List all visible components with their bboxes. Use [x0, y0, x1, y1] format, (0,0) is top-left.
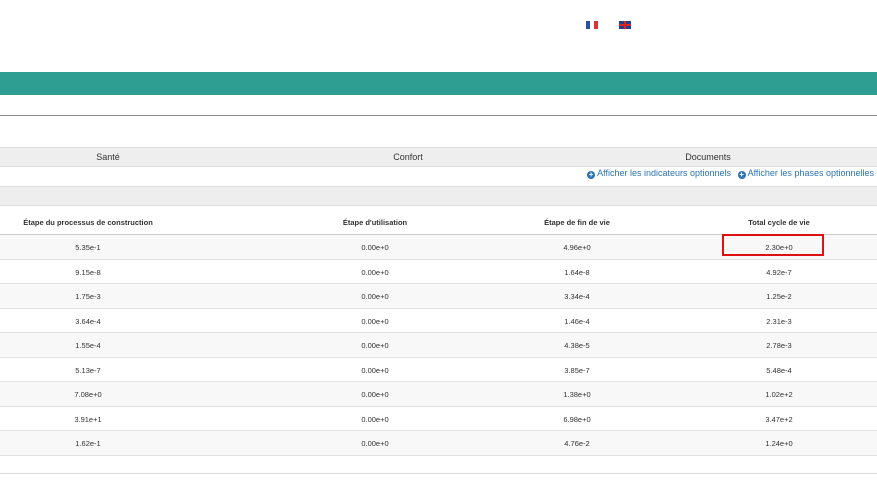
table-cell: 2.31e-3 — [766, 316, 792, 326]
col-header-construction: Étape du processus de construction — [23, 218, 153, 227]
col-header-utilisation: Étape d'utilisation — [342, 218, 408, 227]
table-cell: 1.64e-8 — [564, 267, 590, 277]
gb-flag-icon[interactable] — [619, 21, 631, 29]
table-row: 7.08e+0 0.00e+0 1.38e+0 1.02e+2 — [0, 382, 877, 407]
table-row: 5.13e-7 0.00e+0 3.85e-7 5.48e-4 — [0, 358, 877, 382]
table-cell: 0.00e+0 — [361, 243, 389, 252]
table-cell: 2.78e-3 — [766, 341, 792, 350]
table-cell: 3.64e-4 — [75, 316, 101, 326]
table-row: 1.55e-4 0.00e+0 4.38e-5 2.78e-3 — [0, 333, 877, 358]
table-cell: 0.00e+0 — [361, 267, 389, 277]
table-cell: 1.25e-2 — [766, 292, 792, 301]
show-optional-indicators-link[interactable]: + Afficher les indicateurs optionnels — [587, 168, 732, 179]
table-cell: 0.00e+0 — [361, 292, 389, 301]
table-cell: 5.48e-4 — [766, 365, 792, 375]
highlight-box — [722, 234, 824, 256]
tab-bar: Santé Confort Documents — [0, 147, 877, 167]
table-cell: 9.15e-8 — [75, 267, 101, 277]
table-row: 3.64e-4 0.00e+0 1.46e-4 2.31e-3 — [0, 309, 877, 333]
table-cell: 4.92e-7 — [766, 267, 792, 277]
table-cell: 0.00e+0 — [361, 414, 389, 424]
fr-flag-icon[interactable] — [586, 21, 598, 29]
tab-sante[interactable]: Santé — [96, 152, 120, 162]
divider — [0, 115, 877, 116]
table-row: 9.15e-8 0.00e+0 1.64e-8 4.92e-7 — [0, 260, 877, 284]
table-cell: 3.34e-4 — [564, 292, 590, 301]
table-cell: 0.00e+0 — [361, 341, 389, 350]
table-cell: 1.02e+2 — [765, 390, 793, 399]
table-cell: 3.91e+1 — [74, 414, 102, 424]
section-band — [0, 186, 877, 206]
table-cell: 7.08e+0 — [74, 390, 102, 399]
col-header-fin-de-vie: Étape de fin de vie — [544, 218, 610, 227]
table-cell: 1.24e+0 — [765, 439, 793, 448]
table-cell: 2.30e+0 — [765, 243, 793, 252]
table-cell: 1.38e+0 — [563, 390, 591, 399]
nav-bar — [0, 72, 877, 95]
table-cell: 5.13e-7 — [75, 365, 101, 375]
table-cell: 0.00e+0 — [361, 439, 389, 448]
table-header: Étape du processus de construction Étape… — [0, 210, 877, 235]
col-header-total: Total cycle de vie — [748, 218, 810, 227]
table-cell: 4.38e-5 — [564, 341, 590, 350]
show-optional-phases-link[interactable]: + Afficher les phases optionnelles — [737, 168, 874, 179]
table-cell: 3.47e+2 — [765, 414, 793, 424]
table-cell: 1.75e-3 — [75, 292, 101, 301]
table-cell: 4.76e-2 — [564, 439, 590, 448]
table-row: 3.91e+1 0.00e+0 6.98e+0 3.47e+2 — [0, 407, 877, 431]
table-cell: 0.00e+0 — [361, 390, 389, 399]
options-links: + Afficher les indicateurs optionnels + Af… — [583, 168, 874, 179]
plus-circle-icon: + — [587, 170, 596, 179]
tab-documents[interactable]: Documents — [685, 152, 731, 162]
tab-confort[interactable]: Confort — [393, 152, 423, 162]
table-cell: 4.96e+0 — [563, 243, 591, 252]
table-row: 1.75e-3 0.00e+0 3.34e-4 1.25e-2 — [0, 284, 877, 309]
table-cell: 1.46e-4 — [564, 316, 590, 326]
table-cell: 1.62e-1 — [75, 439, 101, 448]
table-row: 1.62e-1 0.00e+0 4.76e-2 1.24e+0 — [0, 431, 877, 456]
table-cell: 5.35e-1 — [75, 243, 101, 252]
table-cell: 6.98e+0 — [563, 414, 591, 424]
plus-circle-icon: + — [737, 170, 746, 179]
table-cell: 3.85e-7 — [564, 365, 590, 375]
show-optional-indicators-label[interactable]: Afficher les indicateurs optionnels — [597, 168, 732, 178]
table-cell: 0.00e+0 — [361, 365, 389, 375]
table-cell: 0.00e+0 — [361, 316, 389, 326]
table-cell: 1.55e-4 — [75, 341, 101, 350]
show-optional-phases-label[interactable]: Afficher les phases optionnelles — [747, 168, 874, 178]
divider — [0, 473, 877, 474]
